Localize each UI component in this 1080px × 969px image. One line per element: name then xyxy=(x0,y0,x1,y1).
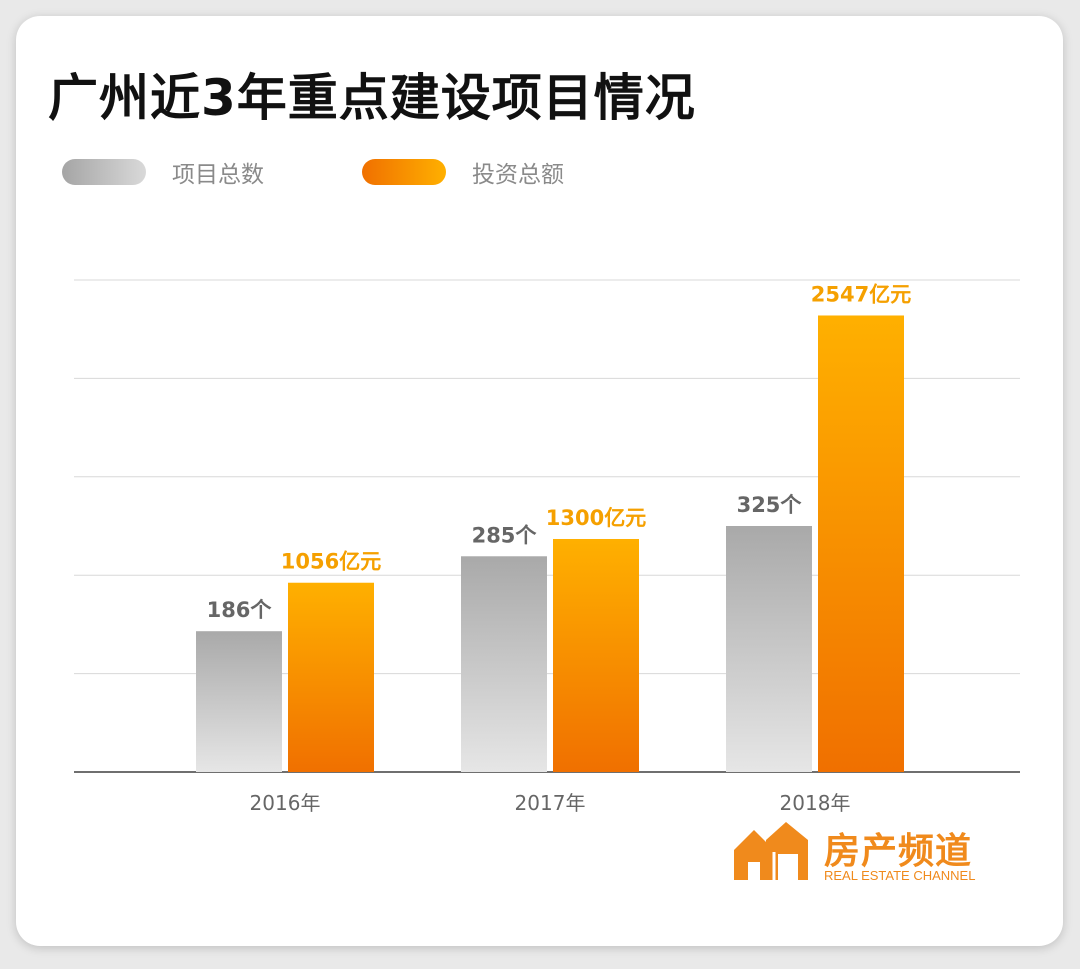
data-label-count: 325个 xyxy=(737,493,803,517)
bars xyxy=(196,315,904,772)
legend-item-project-count: 项目总数 xyxy=(62,154,264,190)
legend-item-investment: 投资总额 xyxy=(362,154,564,190)
brand-name-cn: 房产频道 xyxy=(824,831,973,872)
brand-name-en: REAL ESTATE CHANNEL xyxy=(824,868,976,883)
x-tick-label: 2018年 xyxy=(780,791,851,815)
legend-swatch-gray xyxy=(62,159,146,185)
data-label-count: 285个 xyxy=(472,523,538,547)
legend-label: 投资总额 xyxy=(472,162,564,188)
bar-count-2017年 xyxy=(461,556,547,772)
x-tick-label: 2016年 xyxy=(250,791,321,815)
data-label-investment: 2547亿元 xyxy=(811,282,911,306)
data-label-investment: 1300亿元 xyxy=(546,506,646,530)
chart-title: 广州近3年重点建设项目情况 xyxy=(48,69,696,127)
data-labels: 186个 1056亿元 285个 1300亿元 325个 2547亿元 xyxy=(207,282,912,622)
bar-count-2018年 xyxy=(726,526,812,772)
house-logo-icon xyxy=(734,822,808,880)
brand-logo: 房产频道 REAL ESTATE CHANNEL xyxy=(730,818,990,890)
bar-investment-2016年 xyxy=(288,582,374,772)
x-tick-label: 2017年 xyxy=(515,791,586,815)
legend-swatch-orange xyxy=(362,159,446,185)
data-label-count: 186个 xyxy=(207,598,273,622)
bar-investment-2018年 xyxy=(818,315,904,772)
legend-label: 项目总数 xyxy=(172,162,264,188)
bar-investment-2017年 xyxy=(553,538,639,772)
data-label-investment: 1056亿元 xyxy=(281,550,381,574)
bar-count-2016年 xyxy=(196,631,282,772)
x-tick-labels: 2016年 2017年 2018年 xyxy=(250,791,851,815)
